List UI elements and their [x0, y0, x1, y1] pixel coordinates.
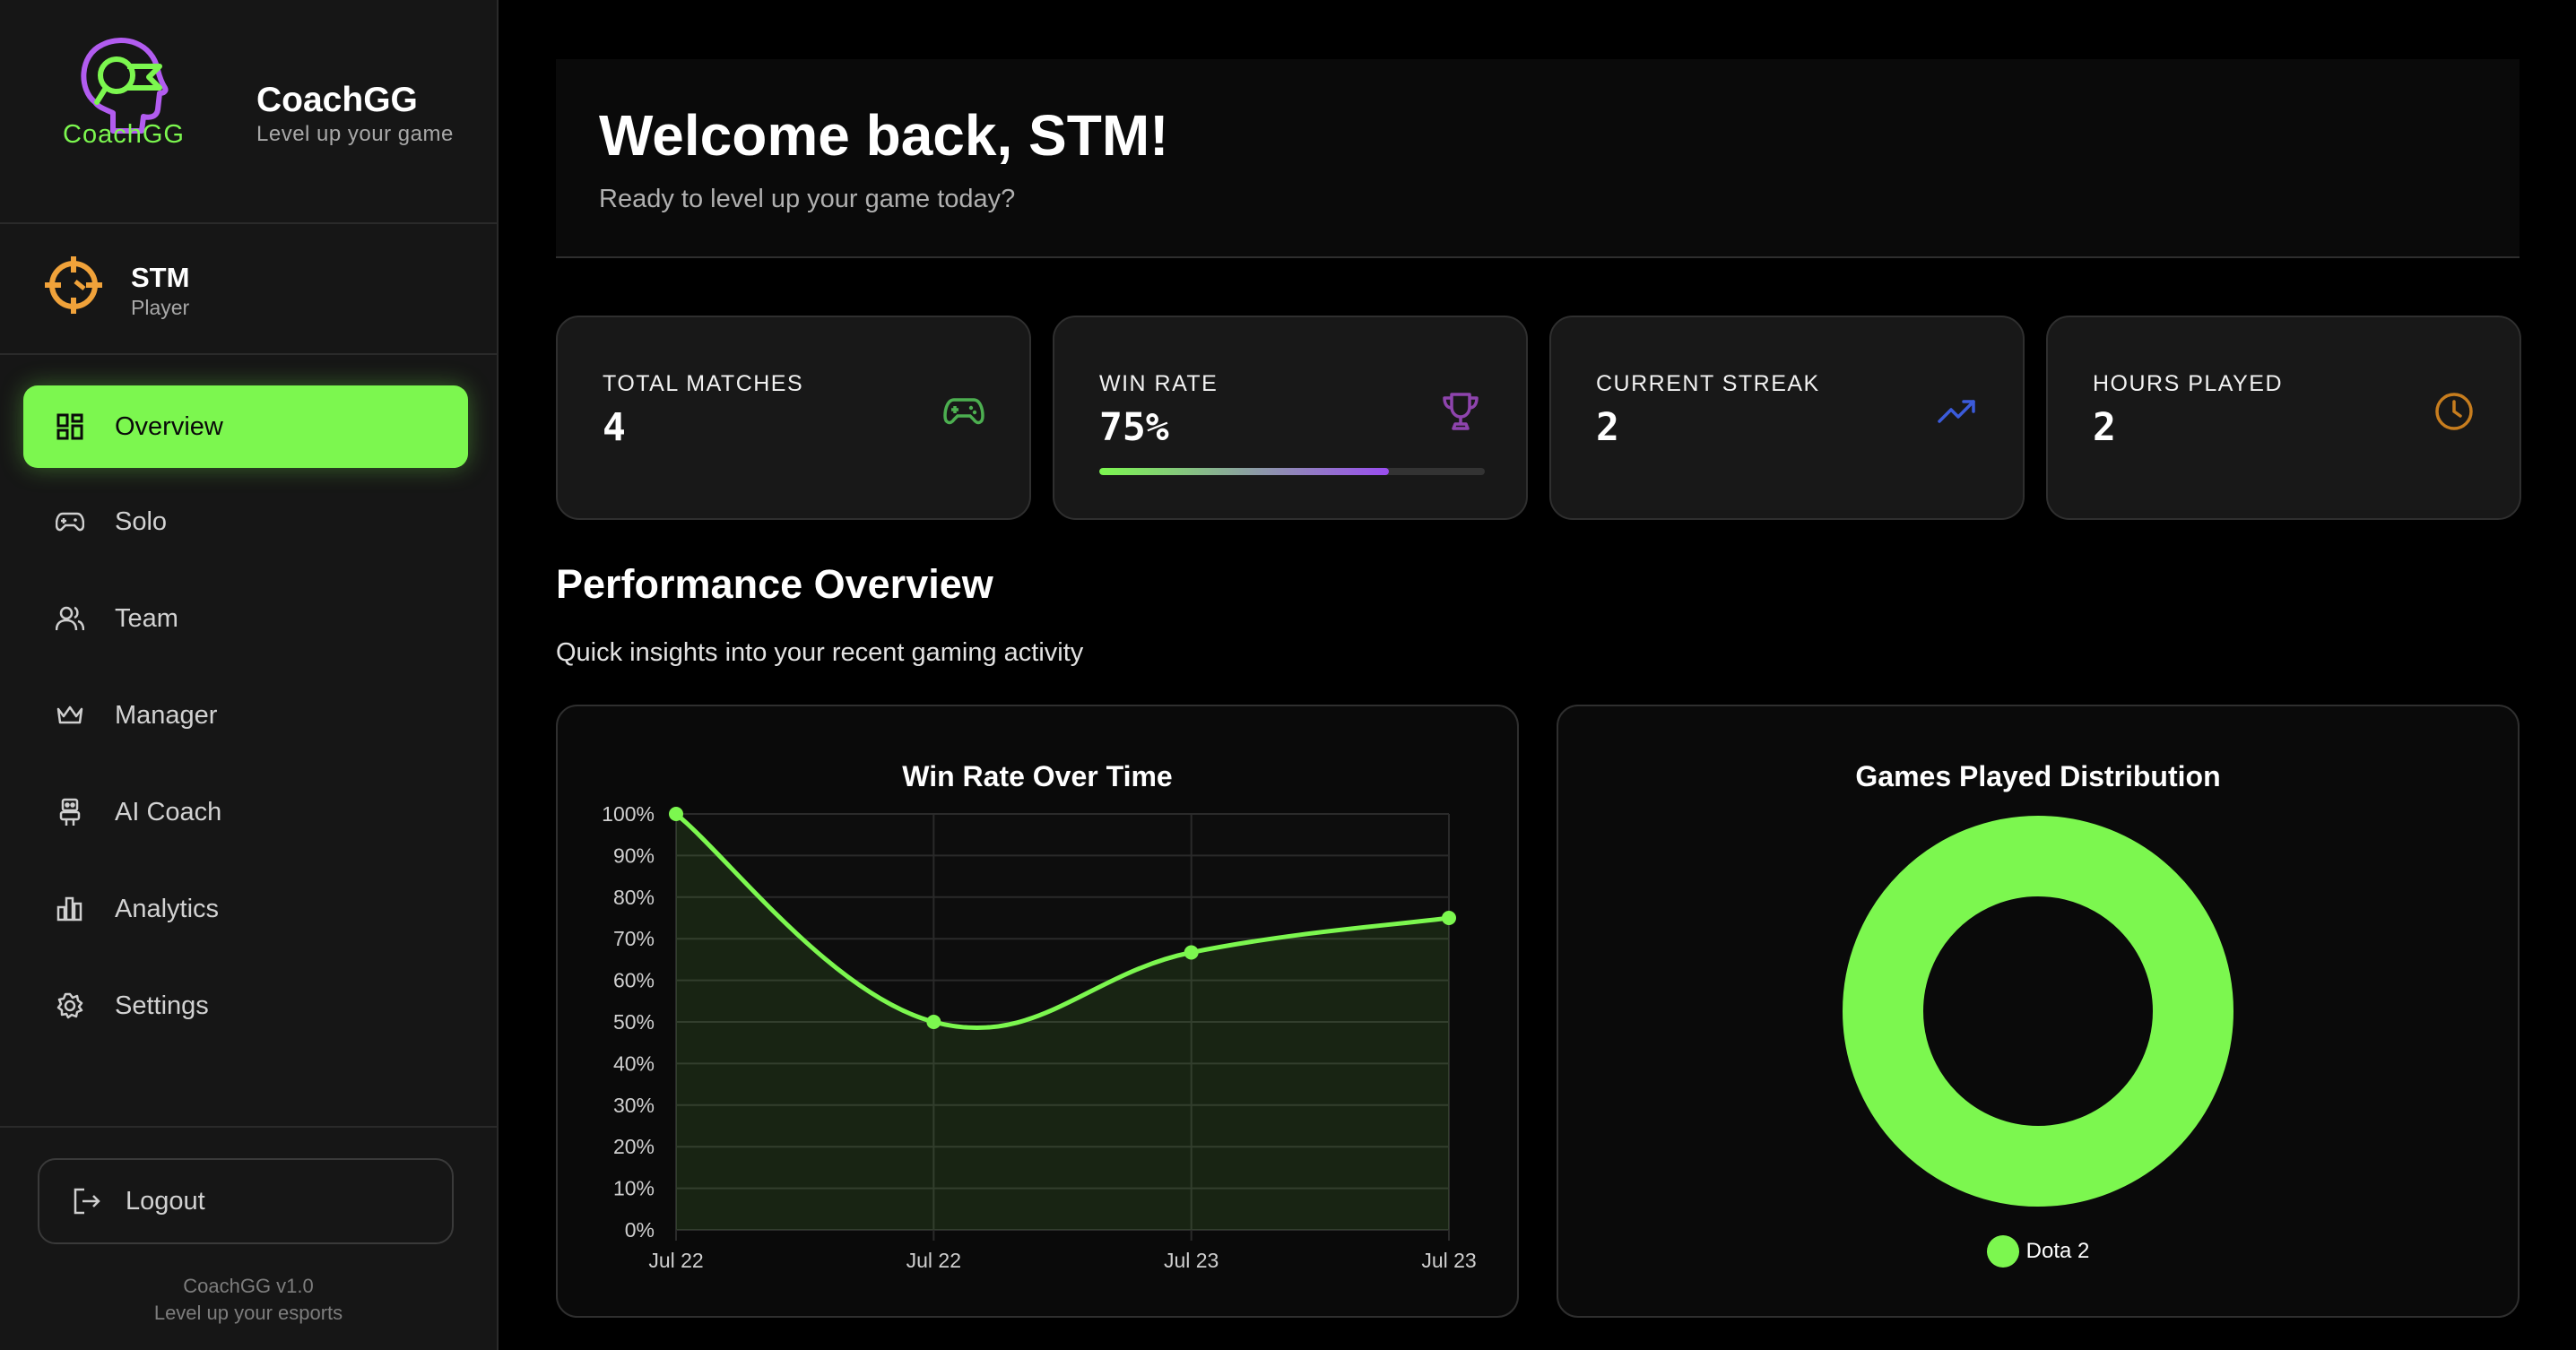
- y-tick-label: 20%: [613, 1135, 655, 1158]
- y-tick-label: 60%: [613, 969, 655, 992]
- coachgg-logo-icon: [81, 38, 169, 134]
- logout-icon: [74, 1188, 100, 1215]
- version-text: CoachGG v1.0: [183, 1275, 314, 1297]
- stat-label: HOURS PLAYED: [2093, 371, 2284, 396]
- y-tick-label: 80%: [613, 886, 655, 909]
- app-version: CoachGG v1.0 Level up your esports: [0, 1273, 497, 1327]
- stat-card-hours-played: HOURS PLAYED 2: [2046, 316, 2521, 520]
- main-content: Welcome back, STM! Ready to level up you…: [499, 0, 2576, 1350]
- stat-value: 75%: [1099, 405, 1169, 450]
- trophy-icon: [1443, 393, 1479, 430]
- stat-label: WIN RATE: [1099, 371, 1219, 396]
- sidebar-footer: Logout CoachGG v1.0 Level up your esport…: [0, 1126, 497, 1350]
- nav-item-analytics[interactable]: Analytics: [23, 868, 468, 950]
- robot-icon: [56, 798, 84, 826]
- y-tick-label: 0%: [625, 1218, 655, 1242]
- data-point: [669, 807, 683, 821]
- y-tick-label: 50%: [613, 1010, 655, 1034]
- chart-title: Win Rate Over Time: [902, 760, 1173, 792]
- chart-title: Games Played Distribution: [1855, 760, 2221, 792]
- stat-card-win-rate: WIN RATE 75%: [1053, 316, 1528, 520]
- nav-item-manager[interactable]: Manager: [23, 674, 468, 757]
- logo-text: CoachGG: [63, 120, 185, 149]
- user-role: Player: [131, 296, 190, 319]
- win-rate-line: [674, 812, 1450, 1031]
- data-point: [926, 1015, 941, 1029]
- version-tagline: Level up your esports: [153, 1302, 343, 1324]
- stat-card-total-matches: TOTAL MATCHES 4: [556, 316, 1031, 520]
- users-icon: [56, 604, 84, 633]
- nav-item-overview[interactable]: Overview: [23, 385, 468, 468]
- nav-item-team[interactable]: Team: [23, 577, 468, 660]
- welcome-title: Welcome back, STM!: [599, 103, 1169, 168]
- y-tick-label: 30%: [613, 1094, 655, 1117]
- donut-slice[interactable]: [1843, 816, 2233, 1207]
- chart-legend[interactable]: Dota 2: [1558, 1235, 2518, 1268]
- brand-name: CoachGG: [256, 81, 418, 119]
- x-tick-label: Jul 23: [1164, 1249, 1219, 1272]
- user-profile[interactable]: STM Player: [0, 226, 497, 355]
- nav-label: Team: [115, 603, 178, 633]
- nav-label: Overview: [115, 411, 223, 441]
- win-rate-progress-bar: [1099, 468, 1485, 475]
- games-distribution-donut-chart: [1843, 816, 2233, 1207]
- data-point: [1184, 945, 1199, 960]
- legend-swatch: [1986, 1235, 2019, 1268]
- stat-value: 2: [2093, 405, 2116, 450]
- nav-label: Analytics: [115, 894, 220, 923]
- x-tick-label: Jul 22: [648, 1249, 703, 1272]
- data-point: [1442, 911, 1456, 925]
- stat-label: CURRENT STREAK: [1596, 371, 1820, 396]
- win-rate-line-chart: 0% 10% 20% 30% 40% 50% 60% 70% 80% 90% 100% Jul 22 J…: [602, 802, 1477, 1272]
- nav-label: Solo: [115, 506, 168, 536]
- x-tick-label: Jul 22: [906, 1249, 961, 1272]
- legend-label: Dota 2: [2025, 1239, 2090, 1263]
- y-tick-label: 90%: [613, 844, 655, 867]
- stat-value: 4: [603, 405, 626, 450]
- user-name: STM: [131, 262, 190, 293]
- stat-card-current-streak: CURRENT STREAK 2: [1549, 316, 2025, 520]
- x-tick-label: Jul 23: [1421, 1249, 1476, 1272]
- brand-tagline: Level up your game: [256, 122, 454, 146]
- trending-up-icon: [1938, 400, 1975, 423]
- gamepad-icon: [943, 398, 984, 425]
- win-rate-progress-fill: [1099, 468, 1389, 475]
- grid-icon: [56, 412, 84, 441]
- sidebar: CoachGG CoachGG Level up your game STM P…: [0, 0, 499, 1350]
- nav-item-settings[interactable]: Settings: [23, 965, 468, 1047]
- y-tick-label: 100%: [602, 802, 655, 826]
- gear-icon: [56, 991, 84, 1020]
- logout-button[interactable]: Logout: [38, 1158, 454, 1244]
- stat-label: TOTAL MATCHES: [603, 371, 804, 396]
- nav-item-ai-coach[interactable]: AI Coach: [23, 771, 468, 853]
- nav-label: Manager: [115, 700, 218, 730]
- performance-title: Performance Overview: [556, 561, 993, 607]
- nav-label: Settings: [115, 991, 209, 1020]
- logout-label: Logout: [126, 1186, 205, 1216]
- nav-item-solo[interactable]: Solo: [23, 480, 468, 563]
- win-rate-chart-card: Win Rate Over Time 0% 10% 20% 30% 40% 50% 60% 7…: [556, 705, 1519, 1318]
- crosshair-avatar-icon: [45, 256, 102, 314]
- welcome-subtitle: Ready to level up your game today?: [599, 185, 1016, 213]
- stat-value: 2: [1596, 405, 1619, 450]
- nav-label: AI Coach: [115, 797, 222, 826]
- y-tick-label: 40%: [613, 1051, 655, 1075]
- welcome-banner: Welcome back, STM! Ready to level up you…: [556, 59, 2520, 258]
- area-fill: [676, 814, 1449, 1230]
- bar-chart-icon: [56, 895, 84, 923]
- y-tick-label: 70%: [613, 927, 655, 950]
- brand-header: CoachGG CoachGG Level up your game: [0, 0, 497, 224]
- games-distribution-chart-card: Games Played Distribution Dota 2: [1557, 705, 2520, 1318]
- performance-subtitle: Quick insights into your recent gaming a…: [556, 638, 1084, 667]
- crown-icon: [56, 701, 84, 730]
- gamepad-icon: [56, 507, 84, 536]
- clock-icon: [2435, 393, 2473, 430]
- y-tick-label: 10%: [613, 1177, 655, 1200]
